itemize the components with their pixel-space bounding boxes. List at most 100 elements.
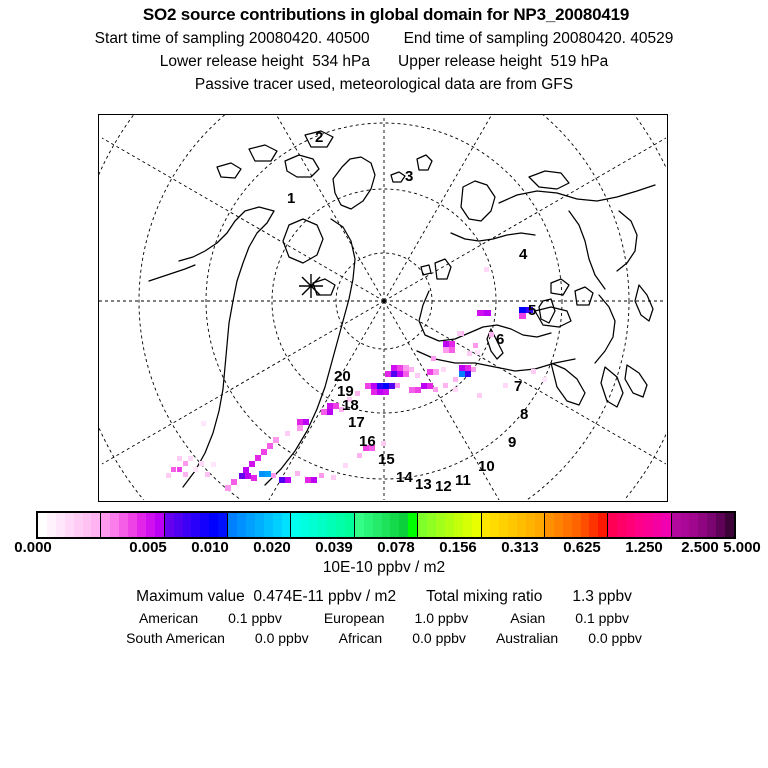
colorbar-swatch-9-0 — [608, 513, 618, 537]
colorbar-swatch-7-2 — [499, 513, 509, 537]
colorbar-swatch-7-5 — [526, 513, 535, 537]
sampling-time-row: Start time of sampling 20080420. 40500 En… — [0, 30, 768, 48]
colorbar-swatch-10-3 — [698, 513, 708, 537]
start-time-label: Start time of sampling — [94, 30, 245, 47]
colorbar-swatch-2-6 — [218, 513, 228, 537]
colorbar-band-9 — [608, 513, 672, 537]
colorbar-swatch-2-3 — [191, 513, 201, 537]
region-name-european: European — [323, 610, 385, 626]
colorbar-swatch-5-4 — [390, 513, 400, 537]
colorbar-swatch-9-3 — [634, 513, 644, 537]
colorbar-swatch-8-4 — [580, 513, 590, 537]
colorbar-swatch-1-1 — [110, 513, 120, 537]
colorbar-tick-0: 0.000 — [14, 539, 52, 556]
colorbar-swatch-8-6 — [598, 513, 608, 537]
colorbar-swatch-3-6 — [281, 513, 291, 537]
colorbar-swatch-5-2 — [372, 513, 382, 537]
region-name-american: American — [138, 610, 199, 626]
colorbar-tick-3: 0.020 — [253, 539, 291, 556]
colorbar-swatch-6-5 — [462, 513, 472, 537]
colorbar-swatch-8-2 — [562, 513, 572, 537]
region-value-australian: 0.0 ppbv — [588, 630, 642, 646]
map-point-label-1: 1 — [287, 190, 296, 207]
meridian-lines — [99, 115, 666, 500]
plume-cells-north-america — [166, 456, 216, 478]
colorbar-band-6 — [418, 513, 482, 537]
map-point-label-13: 13 — [415, 476, 432, 493]
map-point-label-20: 20 — [334, 368, 351, 385]
colorbar-swatch-8-1 — [553, 513, 563, 537]
map-point-label-14: 14 — [396, 469, 413, 486]
map-point-label-11: 11 — [455, 472, 471, 489]
colorbar-swatch-7-0 — [481, 513, 491, 537]
colorbar-swatch-10-1 — [680, 513, 690, 537]
colorbar-band-4 — [291, 513, 355, 537]
colorbar-swatch-6-3 — [444, 513, 454, 537]
maximum-value: 0.474E-11 ppbv / m2 — [253, 588, 397, 605]
region-name-african: African — [338, 630, 383, 646]
map-panel[interactable]: 1 2 3 4 5 6 7 8 9 10 11 12 13 14 15 16 17 18 19 20 — [98, 114, 668, 502]
colorbar-swatch-0-6 — [91, 513, 101, 537]
colorbar-swatch-2-2 — [182, 513, 192, 537]
colorbar-swatch-4-4 — [327, 513, 336, 537]
region-row-2: South American 0.0 ppbv African 0.0 ppbv Aus… — [0, 630, 768, 646]
colorbar-swatch-9-5 — [652, 513, 662, 537]
colorbar-swatch-3-3 — [254, 513, 264, 537]
colorbar-tick-11: 5.000 — [723, 539, 761, 556]
colorbar-swatch-1-3 — [128, 513, 137, 537]
map-point-label-5: 5 — [528, 302, 537, 319]
colorbar-swatch-7-4 — [517, 513, 527, 537]
colorbar-swatch-1-4 — [136, 513, 146, 537]
colorbar-swatch-2-0 — [164, 513, 174, 537]
map-point-label-6: 6 — [496, 331, 505, 348]
map-point-label-15: 15 — [378, 451, 395, 468]
map-point-label-16: 16 — [359, 433, 376, 450]
map-graphic — [99, 115, 666, 500]
colorbar-swatch-0-3 — [64, 513, 74, 537]
colorbar-swatch-3-2 — [245, 513, 255, 537]
region-value-african: 0.0 ppbv — [412, 630, 466, 646]
colorbar-band-8 — [544, 513, 609, 537]
colorbar-swatch-9-2 — [626, 513, 635, 537]
colorbar-band-0 — [38, 513, 102, 537]
upper-release-value: 519 hPa — [550, 53, 609, 70]
colorbar-swatch-5-0 — [354, 513, 364, 537]
map-point-label-9: 9 — [508, 434, 517, 451]
colorbar-swatch-0-0 — [38, 513, 47, 537]
colorbar-tick-labels: 0.000 0.005 0.010 0.020 0.039 0.078 0.156 0.313… — [0, 539, 768, 559]
colorbar-swatch-6-0 — [418, 513, 428, 537]
colorbar-swatch-3-1 — [236, 513, 246, 537]
map-point-label-17: 17 — [348, 414, 365, 431]
total-mixing-ratio-value: 1.3 ppbv — [572, 588, 632, 605]
colorbar-swatch-1-2 — [119, 513, 129, 537]
region-row-1: American 0.1 ppbv European 1.0 ppbv Asian 0.1… — [0, 610, 768, 626]
colorbar-tick-8: 0.625 — [563, 539, 601, 556]
colorbar-swatch-4-0 — [291, 513, 301, 537]
total-mixing-ratio-label: Total mixing ratio — [426, 588, 543, 605]
colorbar-units-label: 10E-10 ppbv / m2 — [322, 559, 446, 576]
colorbar-swatch-2-1 — [173, 513, 183, 537]
colorbar-swatch-7-3 — [508, 513, 518, 537]
colorbar-swatch-5-6 — [408, 513, 418, 537]
colorbar-swatch-0-4 — [73, 513, 83, 537]
colorbar-tick-4: 0.039 — [315, 539, 353, 556]
colorbar-swatch-4-3 — [318, 513, 328, 537]
colorbar-swatch-7-6 — [534, 513, 544, 537]
page-title: SO2 source contributions in global domai… — [142, 5, 630, 24]
colorbar-swatch-6-1 — [427, 513, 436, 537]
colorbar-swatch-9-4 — [643, 513, 653, 537]
colorbar-tick-9: 1.250 — [625, 539, 663, 556]
map-point-label-7: 7 — [514, 378, 523, 395]
colorbar-swatch-8-3 — [571, 513, 581, 537]
colorbar-swatch-0-5 — [82, 513, 92, 537]
max-and-total-row: Maximum value 0.474E-11 ppbv / m2 Total m… — [0, 588, 768, 606]
map-point-label-10: 10 — [478, 458, 495, 475]
region-name-australian: Australian — [495, 630, 559, 646]
colorbar[interactable] — [36, 511, 736, 539]
colorbar-swatch-10-6 — [725, 513, 734, 537]
region-value-european: 1.0 ppbv — [414, 610, 469, 626]
colorbar-swatch-9-1 — [617, 513, 627, 537]
colorbar-swatch-4-5 — [335, 513, 345, 537]
colorbar-tick-10: 2.500 — [681, 539, 719, 556]
region-value-asian: 0.1 ppbv — [575, 610, 630, 626]
